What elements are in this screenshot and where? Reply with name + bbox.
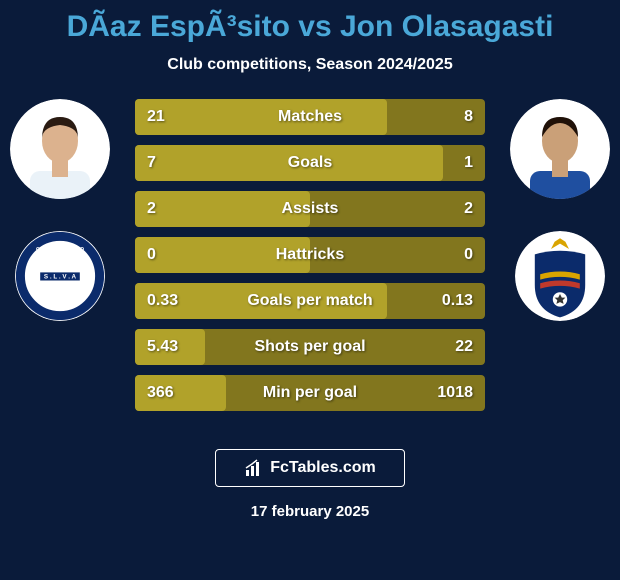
main-area: CLUB DEPORTIVO LEGANÉS S . L . V . A 218… [0,99,620,429]
footer: FcTables.com 17 february 2025 [0,449,620,520]
stat-row: 0.330.13Goals per match [135,283,485,319]
stat-label: Goals [135,154,485,172]
player-right-avatar [510,99,610,199]
stat-row: 00Hattricks [135,237,485,273]
stat-row: 5.4322Shots per goal [135,329,485,365]
stat-row: 22Assists [135,191,485,227]
player-right-icon [510,99,610,199]
date-text: 17 february 2025 [0,503,620,520]
subtitle: Club competitions, Season 2024/2025 [0,56,620,74]
stat-label: Shots per goal [135,338,485,356]
stat-label: Hattricks [135,246,485,264]
comparison-infographic: DÃ­az EspÃ³sito vs Jon Olasagasti Club c… [0,0,620,580]
player-left-avatar [10,99,110,199]
svg-text:CLUB DEPORTIVO: CLUB DEPORTIVO [36,247,84,253]
player-left-icon [10,99,110,199]
svg-text:LEGANÉS: LEGANÉS [45,300,75,309]
club-right-badge [515,231,605,321]
stat-label: Matches [135,108,485,126]
club-left-icon: CLUB DEPORTIVO LEGANÉS S . L . V . A [15,231,105,321]
stat-label: Min per goal [135,384,485,402]
club-right-icon [515,231,605,321]
stat-row: 218Matches [135,99,485,135]
stat-row: 3661018Min per goal [135,375,485,411]
stat-row: 71Goals [135,145,485,181]
fctables-badge: FcTables.com [215,449,405,487]
stat-label: Goals per match [135,292,485,310]
stat-label: Assists [135,200,485,218]
club-left-badge: CLUB DEPORTIVO LEGANÉS S . L . V . A [15,231,105,321]
svg-text:S . L . V . A: S . L . V . A [44,274,77,281]
stats-bars: 218Matches 71Goals 22Assists 00Hattricks 0.3… [135,99,485,411]
fctables-label: FcTables.com [270,459,376,477]
page-title: DÃ­az EspÃ³sito vs Jon Olasagasti [0,10,620,44]
chart-icon [244,458,264,478]
